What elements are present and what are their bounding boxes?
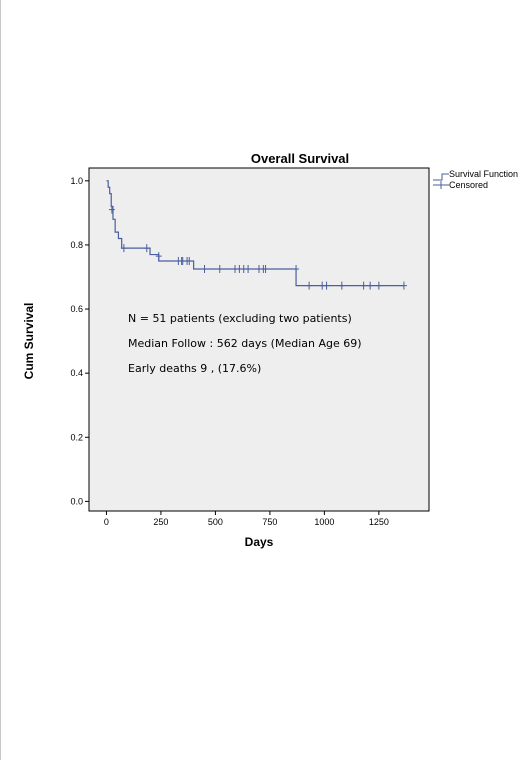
legend-swatch-survival-function (433, 173, 449, 181)
x-tick-label: 0 (104, 517, 109, 527)
legend: Survival Function Censored (433, 169, 518, 190)
x-tick-label: 1250 (369, 517, 389, 527)
page-left-border (0, 0, 1, 760)
y-tick-label: 1.0 (70, 176, 83, 186)
censor-layer (108, 205, 407, 290)
censored-marker (306, 281, 313, 290)
plot-area (88, 167, 430, 512)
censored-marker (293, 264, 300, 273)
y-tick-label: 0.4 (70, 368, 83, 378)
censored-marker (108, 205, 115, 214)
x-tick-label: 1000 (314, 517, 334, 527)
annotation-sample-size: N = 51 patients (excluding two patients) (128, 312, 352, 325)
censored-marker (323, 281, 330, 290)
censored-marker (216, 264, 223, 273)
legend-swatch-censored (433, 181, 449, 189)
legend-label-censored: Censored (449, 180, 488, 190)
censored-marker (262, 264, 269, 273)
censored-marker (338, 281, 345, 290)
y-axis-label: Cum Survival (22, 303, 36, 380)
censored-marker (245, 264, 252, 273)
censored-marker (186, 256, 193, 265)
censored-marker (375, 281, 382, 290)
x-axis: 0 250 500 750 1000 1250 (104, 511, 389, 527)
x-tick-label: 750 (262, 517, 277, 527)
chart-title: Overall Survival (251, 151, 349, 166)
x-tick-label: 500 (208, 517, 223, 527)
y-tick-label: 0.2 (70, 432, 83, 442)
censored-marker (120, 244, 127, 253)
censored-marker (143, 244, 150, 253)
annotation-median-follow: Median Follow : 562 days (Median Age 69) (128, 337, 362, 350)
legend-label-survival-function: Survival Function (449, 169, 518, 179)
y-tick-label: 0.8 (70, 240, 83, 250)
censored-marker (201, 264, 208, 273)
censored-marker (367, 281, 374, 290)
y-axis: 0.0 0.2 0.4 0.6 0.8 1.0 (70, 176, 89, 506)
censored-marker (360, 281, 367, 290)
y-tick-label: 0.0 (70, 496, 83, 506)
y-tick-label: 0.6 (70, 304, 83, 314)
x-axis-label: Days (245, 535, 274, 549)
x-tick-label: 250 (153, 517, 168, 527)
censored-marker (400, 281, 407, 290)
censored-marker (155, 252, 162, 261)
annotation-early-deaths: Early deaths 9 , (17.6%) (128, 362, 261, 375)
